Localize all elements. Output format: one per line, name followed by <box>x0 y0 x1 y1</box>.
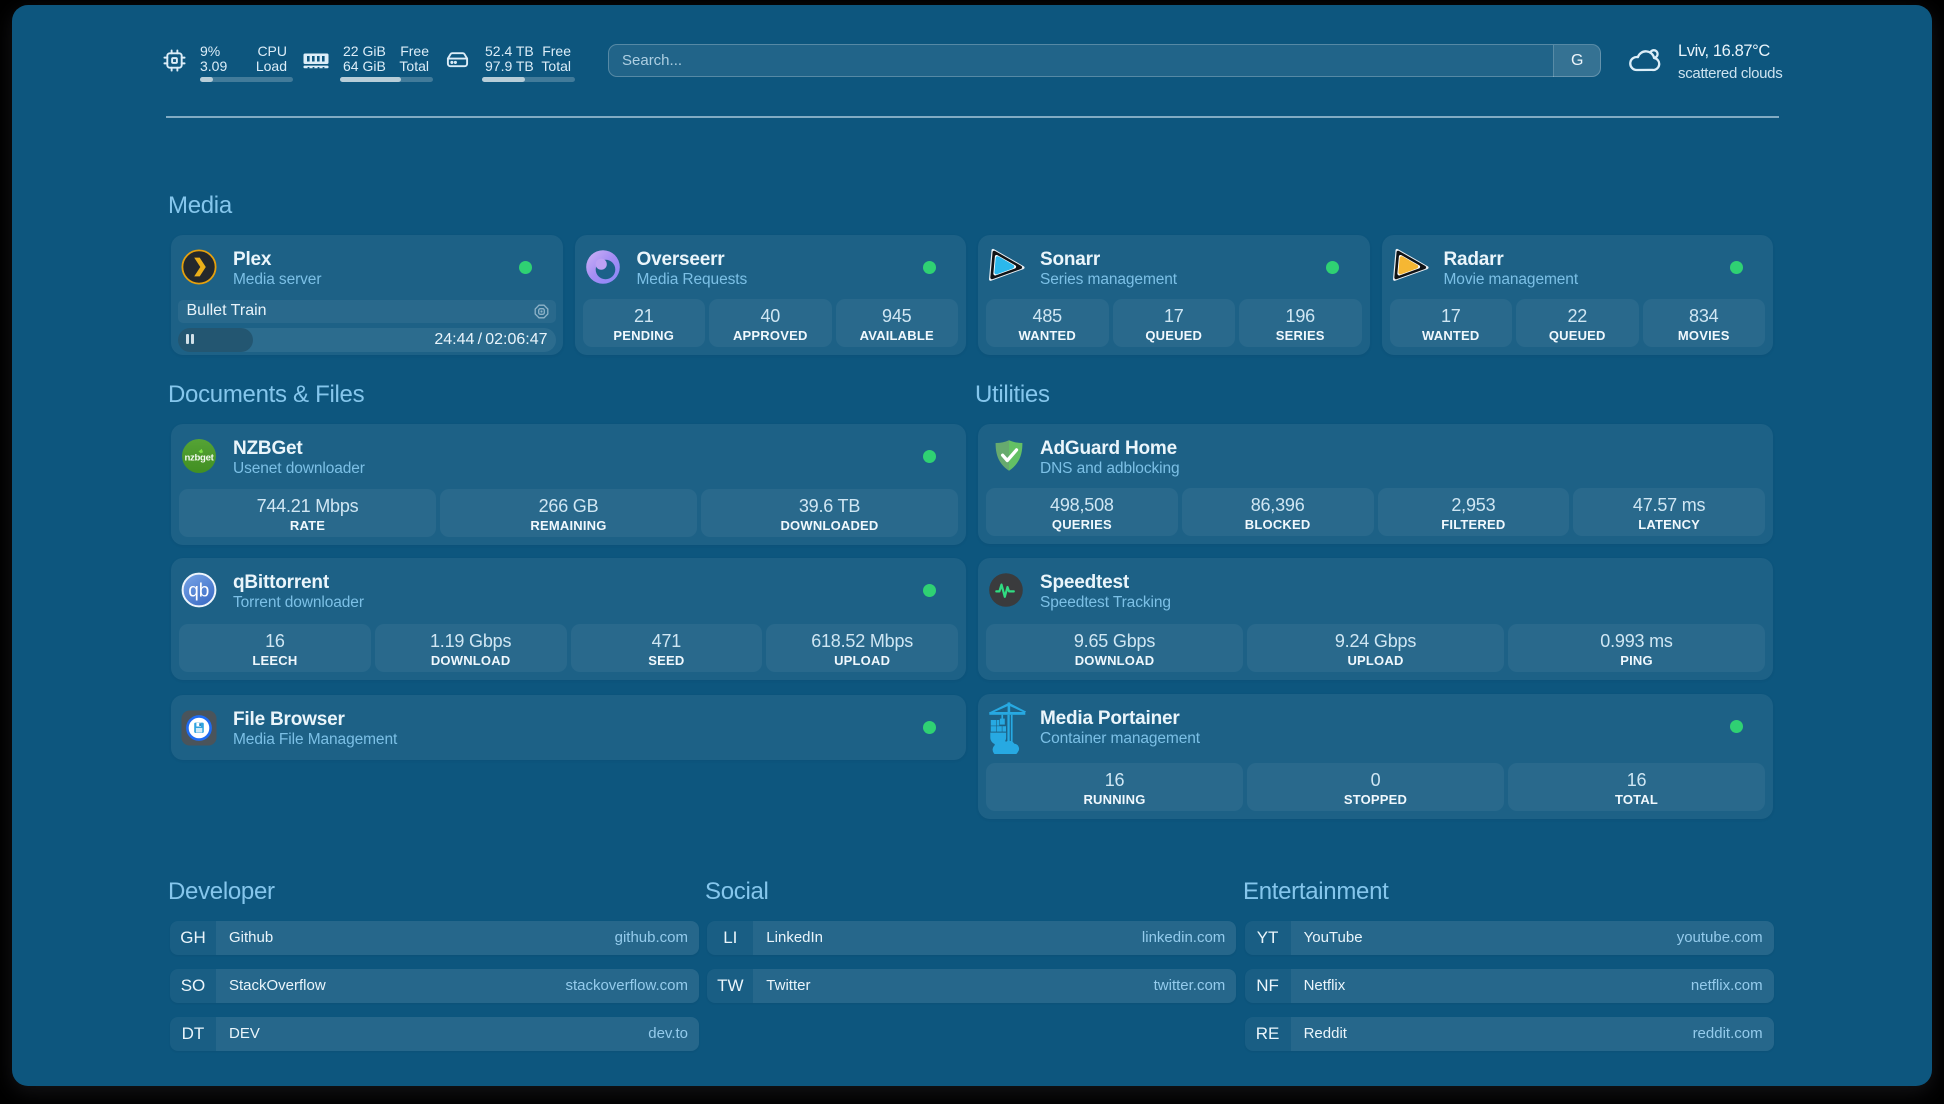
svg-text:qb: qb <box>188 581 209 602</box>
svg-text:nzbget: nzbget <box>184 453 214 464</box>
